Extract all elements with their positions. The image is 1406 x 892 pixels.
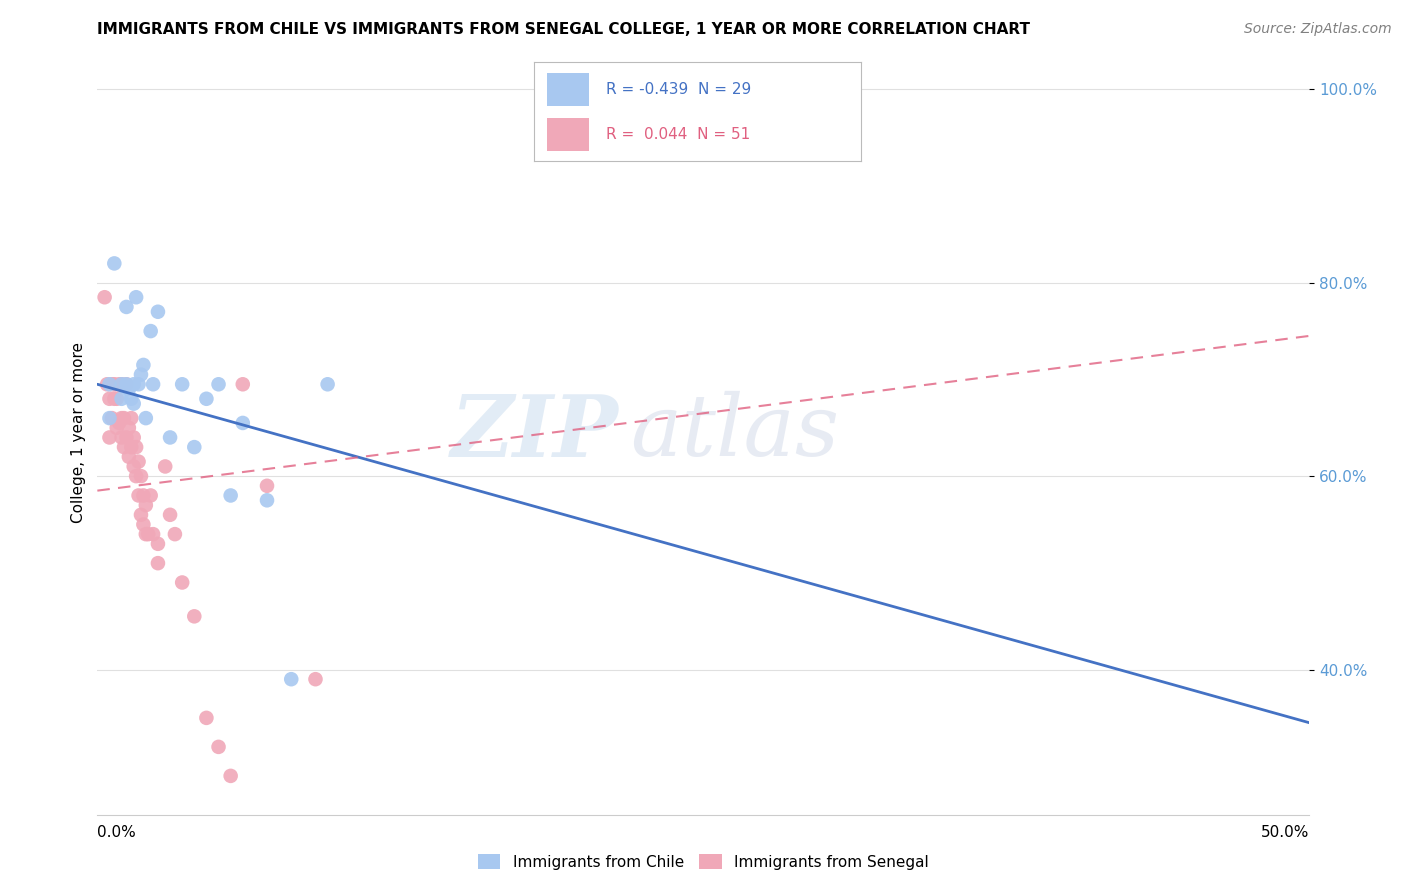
- Point: [316, 377, 339, 392]
- Point: [219, 769, 242, 783]
- Point: [256, 479, 278, 493]
- Point: [120, 392, 142, 406]
- Text: IMMIGRANTS FROM CHILE VS IMMIGRANTS FROM SENEGAL COLLEGE, 1 YEAR OR MORE CORRELA: IMMIGRANTS FROM CHILE VS IMMIGRANTS FROM…: [97, 22, 1031, 37]
- Text: 0.0%: 0.0%: [97, 825, 136, 840]
- Point: [125, 440, 148, 454]
- Point: [146, 556, 169, 570]
- Point: [142, 377, 165, 392]
- Point: [172, 377, 194, 392]
- Point: [146, 304, 169, 318]
- Point: [98, 430, 121, 444]
- Point: [232, 377, 254, 392]
- Point: [118, 450, 141, 464]
- Text: ZIP: ZIP: [450, 391, 619, 475]
- Point: [96, 377, 118, 392]
- Point: [159, 508, 181, 522]
- Point: [219, 488, 242, 502]
- Point: [118, 382, 141, 396]
- Point: [103, 392, 125, 406]
- Point: [128, 377, 150, 392]
- Point: [98, 377, 121, 392]
- Point: [115, 377, 138, 392]
- Point: [120, 411, 142, 425]
- Point: [132, 358, 155, 372]
- Point: [98, 411, 121, 425]
- Point: [183, 609, 205, 624]
- Point: [128, 488, 150, 502]
- Point: [207, 739, 229, 754]
- Point: [195, 711, 218, 725]
- Point: [93, 290, 115, 304]
- Point: [172, 575, 194, 590]
- Point: [125, 290, 148, 304]
- Point: [101, 411, 124, 425]
- Point: [103, 256, 125, 270]
- Point: [129, 508, 152, 522]
- Point: [118, 421, 141, 435]
- Point: [122, 377, 145, 392]
- Point: [195, 392, 218, 406]
- Point: [108, 377, 131, 392]
- Point: [183, 440, 205, 454]
- Point: [122, 430, 145, 444]
- Point: [135, 527, 157, 541]
- Point: [139, 488, 162, 502]
- Point: [108, 416, 131, 430]
- Point: [110, 377, 132, 392]
- Point: [101, 377, 124, 392]
- Point: [135, 498, 157, 512]
- Point: [146, 537, 169, 551]
- Point: [115, 377, 138, 392]
- Point: [129, 368, 152, 382]
- Point: [115, 430, 138, 444]
- Point: [128, 455, 150, 469]
- Point: [110, 430, 132, 444]
- Point: [120, 440, 142, 454]
- Point: [115, 300, 138, 314]
- Point: [280, 672, 302, 686]
- Point: [207, 377, 229, 392]
- Point: [304, 672, 326, 686]
- Point: [142, 527, 165, 541]
- Legend: Immigrants from Chile, Immigrants from Senegal: Immigrants from Chile, Immigrants from S…: [471, 847, 935, 876]
- Point: [110, 411, 132, 425]
- Text: 50.0%: 50.0%: [1261, 825, 1309, 840]
- Point: [132, 488, 155, 502]
- Point: [132, 517, 155, 532]
- Point: [232, 416, 254, 430]
- Point: [105, 421, 128, 435]
- Point: [139, 324, 162, 338]
- Point: [256, 493, 278, 508]
- Text: Source: ZipAtlas.com: Source: ZipAtlas.com: [1244, 22, 1392, 37]
- Point: [98, 392, 121, 406]
- Point: [129, 469, 152, 483]
- Point: [136, 527, 159, 541]
- Point: [135, 411, 157, 425]
- Point: [110, 377, 132, 392]
- Point: [112, 411, 135, 425]
- Point: [159, 430, 181, 444]
- Point: [122, 396, 145, 410]
- Point: [110, 392, 132, 406]
- Point: [125, 469, 148, 483]
- Text: atlas: atlas: [630, 392, 839, 474]
- Point: [122, 459, 145, 474]
- Point: [155, 459, 177, 474]
- Y-axis label: College, 1 year or more: College, 1 year or more: [72, 343, 86, 523]
- Point: [112, 440, 135, 454]
- Point: [163, 527, 186, 541]
- Point: [103, 377, 125, 392]
- Point: [105, 392, 128, 406]
